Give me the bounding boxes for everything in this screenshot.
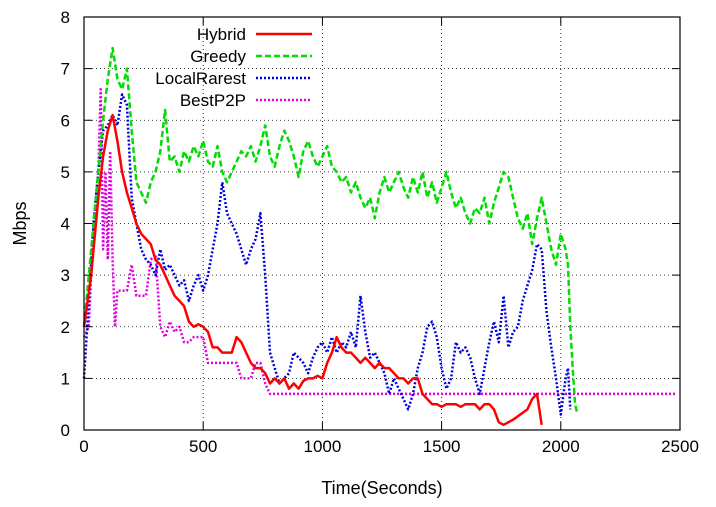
y-tick-label: 2 — [61, 318, 70, 337]
x-tick-label: 2500 — [661, 437, 699, 456]
legend-label: Hybrid — [197, 25, 246, 44]
legend: Hybrid Greedy LocalRarest BestP2P — [155, 25, 312, 110]
tick-labels: 0 500 1000 1500 2000 2500 0 1 2 3 4 5 6 7 8 — [61, 8, 699, 456]
grid-lines — [84, 17, 680, 430]
x-tick-label: 1500 — [423, 437, 461, 456]
y-tick-label: 7 — [61, 60, 70, 79]
x-tick-label: 0 — [79, 437, 88, 456]
x-tick-label: 500 — [189, 437, 217, 456]
x-tick-label: 1000 — [303, 437, 341, 456]
y-tick-label: 8 — [61, 8, 70, 27]
x-tick-label: 2000 — [542, 437, 580, 456]
axis-ticks — [83, 16, 681, 431]
series-line-bestp2p — [82, 88, 676, 396]
series-line-localrarest — [82, 93, 572, 416]
series-group — [82, 46, 676, 427]
y-tick-label: 4 — [61, 215, 70, 234]
series-line-greedy — [82, 46, 579, 415]
y-tick-label: 1 — [61, 369, 70, 388]
y-tick-label: 5 — [61, 163, 70, 182]
legend-label: BestP2P — [180, 91, 246, 110]
y-tick-label: 3 — [61, 266, 70, 285]
y-tick-label: 6 — [61, 111, 70, 130]
x-axis-label: Time(Seconds) — [321, 478, 442, 498]
y-tick-label: 0 — [61, 421, 70, 440]
legend-label: Greedy — [190, 47, 246, 66]
series-line-hybrid — [82, 113, 543, 427]
y-axis-label: Mbps — [10, 201, 30, 245]
legend-label: LocalRarest — [155, 69, 246, 88]
